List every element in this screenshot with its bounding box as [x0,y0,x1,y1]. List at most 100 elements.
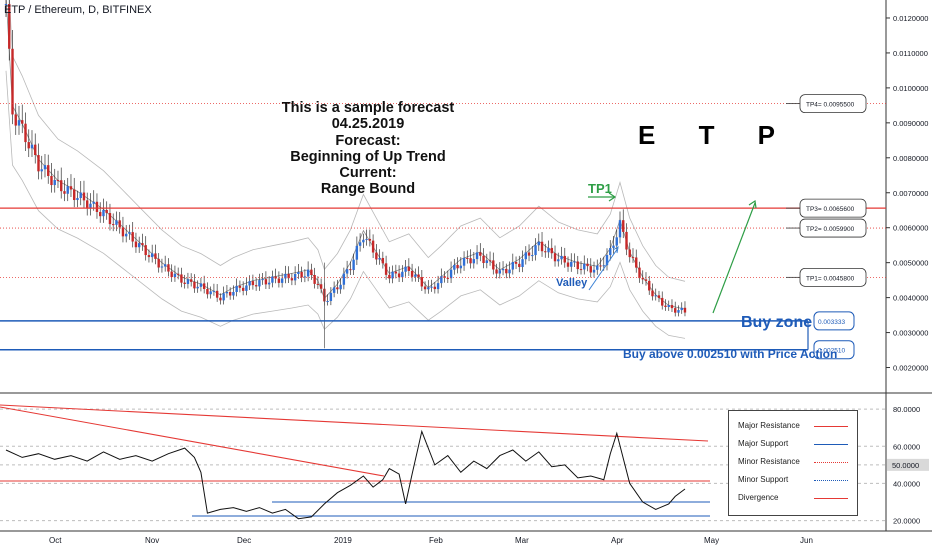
candle-body [105,209,108,214]
rsi-tick-label: 40.0000 [893,479,920,488]
candle-body [667,305,670,307]
candle-body [570,261,573,267]
candle-body [651,290,654,297]
support-label: 0.003333 [818,319,845,326]
legend-swatch [814,426,848,427]
candle-body [670,305,674,309]
candle-body [683,307,687,313]
candle-body [589,266,592,273]
candle-body [410,270,414,277]
candle-body [112,224,115,226]
legend-item-label: Minor Resistance [738,457,800,466]
symbol-title: ETP / Ethereum, D, BITFINEX [4,4,152,16]
candle-body [219,297,222,301]
candle-body [47,165,50,176]
rsi-value-label: 50.0000 [892,461,919,470]
candle-body [475,252,479,260]
candle-body [150,253,154,258]
time-tick-label: May [704,536,719,545]
candle-body [391,271,394,279]
target-label: TP4= 0.0095500 [806,102,855,109]
candle-body [79,192,82,199]
time-tick-label: Oct [49,536,62,545]
candle-body [583,263,586,270]
candle-body [86,200,89,209]
candle-body [638,267,641,279]
candle-body [212,290,216,292]
candle-body [657,295,661,298]
band-lower [5,70,686,339]
candle-body [602,265,605,267]
candle-body [189,279,193,282]
target-label-box [799,218,867,238]
time-tick-label: Apr [611,536,624,545]
candle-body [345,269,349,274]
candle-body [89,203,92,209]
candle-body [469,258,472,264]
candle-body [511,262,514,270]
trend-arrow-head [748,199,757,209]
time-tick-label: Dec [237,536,251,545]
candle-body [680,307,683,311]
candle-body [118,220,121,228]
candle-body [420,277,424,287]
candle-body [92,201,95,204]
candle-body [69,186,73,190]
price-tick-label: 0.0110000 [893,49,928,58]
candle-body [355,245,359,260]
candle-body [446,277,450,279]
price-tick-label: 0.0060000 [893,224,928,233]
rsi-tick-label: 20.0000 [893,517,920,526]
candle-body [176,273,180,275]
forecast-note: This is a sample forecast 04.25.2019 For… [278,100,458,198]
candle-body [579,269,583,271]
candle-body [404,266,407,272]
candle-body [677,310,680,313]
candle-body [381,257,385,264]
candle-body [540,241,544,252]
candle-body [479,252,482,256]
candle-body [342,273,346,285]
candle-body [287,273,290,279]
candle-body [492,260,495,270]
trend-arrow [712,202,756,314]
candle-body [518,263,521,268]
candle-body [648,280,651,291]
candle-body [251,281,255,286]
candle-body [173,273,177,278]
candle-body [170,271,173,278]
candle-body [274,276,277,279]
candle-body [137,243,141,248]
candle-body [235,285,238,292]
candle-body [128,232,131,234]
candle-body [524,252,527,260]
candle-body [303,276,307,278]
price-tick-label: 0.0030000 [893,329,928,338]
buy-zone-label: Buy zone [741,314,813,331]
price-tick-label: 0.0120000 [893,14,928,23]
candle-body [547,247,550,253]
legend-swatch [814,444,848,445]
candle-body [14,114,17,126]
candle-body [644,279,648,281]
candle-body [154,253,157,259]
candle-body [222,293,225,301]
candle-body [501,268,505,271]
candle-body [102,209,105,217]
candle-body [306,269,310,277]
legend-item-label: Major Resistance [738,421,800,430]
target-label-box [799,94,867,114]
candle-body [596,265,599,270]
candle-body [66,186,69,194]
candle-body [407,266,411,271]
candle-body [293,273,297,281]
candle-body [56,179,60,181]
candle-body [332,287,336,293]
candle-body [514,262,518,264]
candle-body [183,282,186,284]
candle-body [108,213,112,225]
candle-body [82,192,86,201]
candle-body [654,295,657,297]
candle-body [241,287,245,291]
price-tick-label: 0.0020000 [893,364,928,373]
